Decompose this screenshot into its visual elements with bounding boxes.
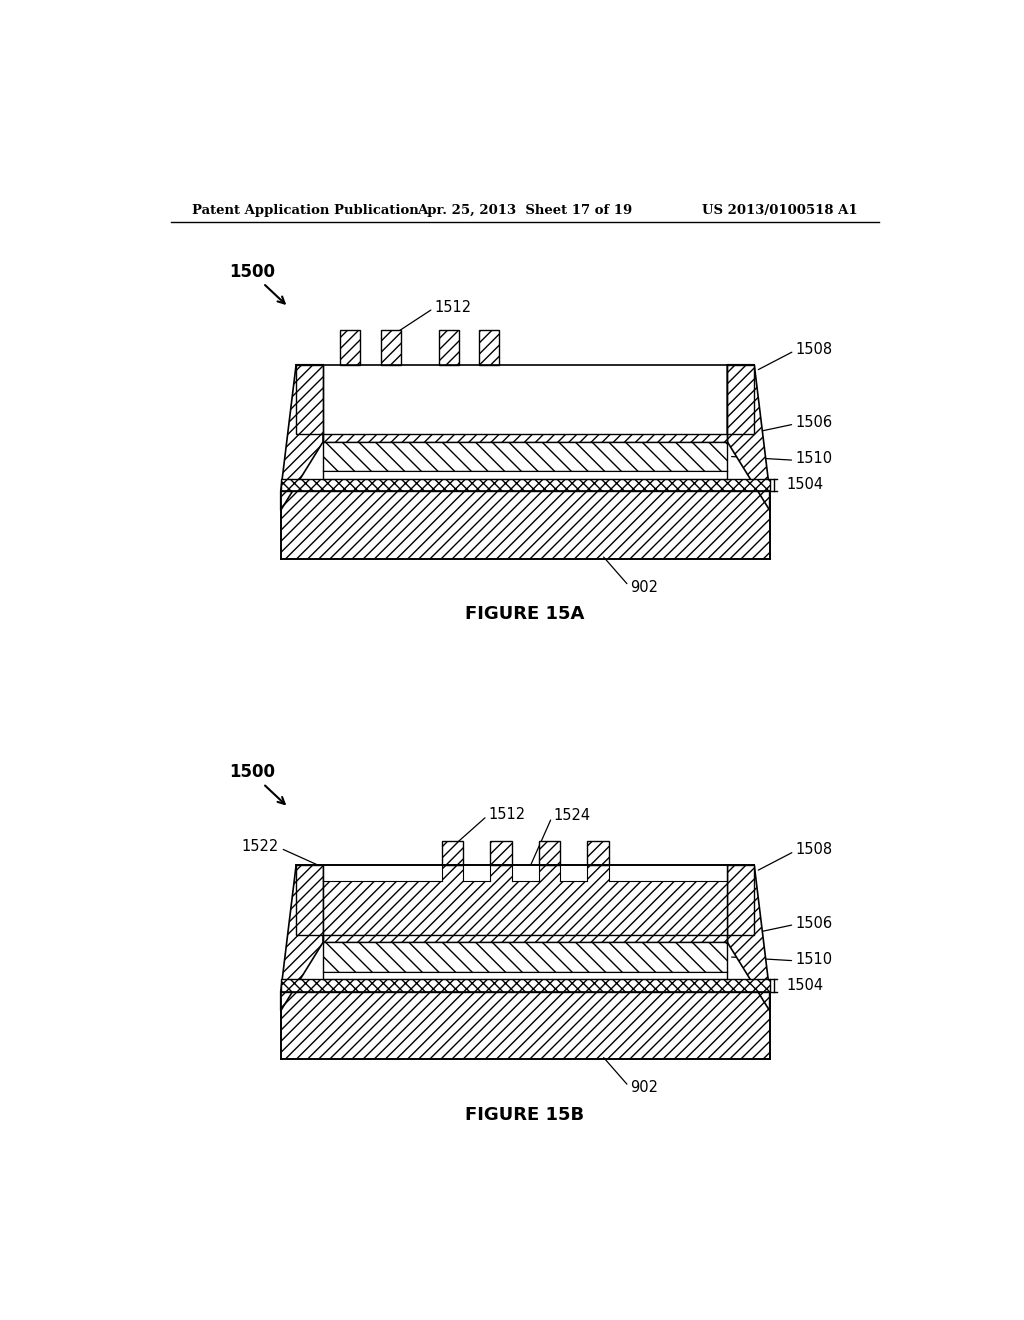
Bar — [323, 972, 727, 979]
Polygon shape — [727, 866, 770, 1011]
Text: 1500: 1500 — [229, 263, 275, 281]
Bar — [727, 364, 755, 434]
Text: 902: 902 — [631, 579, 658, 595]
Text: 1510: 1510 — [796, 451, 833, 466]
Bar — [323, 471, 727, 479]
Text: 1508: 1508 — [796, 842, 833, 858]
Bar — [323, 935, 727, 942]
Text: Apr. 25, 2013  Sheet 17 of 19: Apr. 25, 2013 Sheet 17 of 19 — [417, 205, 633, 218]
Bar — [323, 434, 727, 442]
Bar — [463, 866, 490, 880]
Bar — [281, 991, 770, 1059]
Bar — [281, 979, 770, 991]
Text: 1512: 1512 — [435, 300, 472, 314]
Bar — [281, 479, 770, 491]
Bar — [381, 330, 400, 364]
Text: 1508: 1508 — [796, 342, 833, 356]
Bar — [323, 866, 441, 880]
Bar — [560, 866, 587, 880]
Text: 1510: 1510 — [796, 952, 833, 966]
Bar — [438, 330, 459, 364]
Bar — [323, 866, 727, 935]
Bar — [512, 866, 539, 880]
Bar — [323, 942, 727, 972]
Bar — [296, 364, 323, 434]
Bar — [587, 841, 608, 866]
Bar — [323, 866, 727, 935]
Bar — [340, 330, 360, 364]
Text: 1506: 1506 — [796, 414, 833, 430]
Bar — [441, 841, 463, 866]
Bar — [479, 330, 500, 364]
Text: FIGURE 15A: FIGURE 15A — [465, 606, 585, 623]
Bar — [323, 364, 727, 434]
Bar — [727, 866, 755, 935]
Text: 1506: 1506 — [796, 916, 833, 931]
Bar — [539, 841, 560, 866]
Text: 902: 902 — [631, 1080, 658, 1096]
Bar — [323, 442, 727, 471]
Bar — [490, 841, 512, 866]
Text: 1504: 1504 — [786, 978, 823, 993]
Text: 1512: 1512 — [488, 807, 525, 822]
Text: US 2013/0100518 A1: US 2013/0100518 A1 — [701, 205, 857, 218]
Text: 1522: 1522 — [242, 840, 280, 854]
Text: 1524: 1524 — [553, 808, 591, 824]
Polygon shape — [281, 866, 323, 1011]
Bar — [296, 866, 323, 935]
Text: FIGURE 15B: FIGURE 15B — [465, 1106, 585, 1123]
Polygon shape — [281, 364, 323, 511]
Text: 1500: 1500 — [229, 763, 275, 781]
Bar — [281, 491, 770, 558]
Text: 1504: 1504 — [786, 478, 823, 492]
Polygon shape — [727, 364, 770, 511]
Text: Patent Application Publication: Patent Application Publication — [193, 205, 419, 218]
Bar — [608, 866, 727, 880]
